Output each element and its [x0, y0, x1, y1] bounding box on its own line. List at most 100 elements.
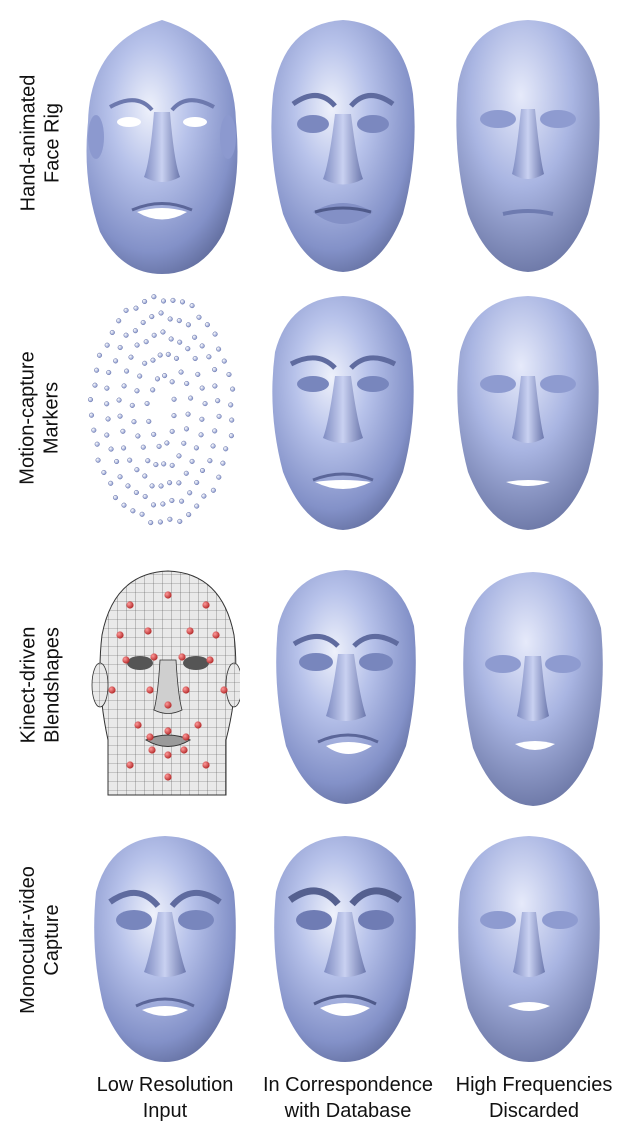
kinect-blendshape-rig-panel	[91, 570, 240, 796]
rig-control-marker	[126, 761, 134, 769]
mocap-marker	[189, 458, 195, 464]
mocap-marker	[116, 397, 122, 403]
mocap-marker	[194, 479, 200, 486]
mocap-marker	[88, 412, 95, 418]
mocap-marker	[194, 503, 200, 509]
mocap-marker	[228, 402, 234, 408]
mocap-marker	[108, 480, 114, 486]
rig-control-marker	[150, 653, 158, 661]
mocap-marker	[125, 483, 131, 489]
mocap-marker	[150, 387, 156, 393]
mocap-marker	[134, 467, 140, 473]
rig-control-marker	[108, 686, 116, 694]
mocap-marker	[121, 383, 127, 389]
row-label-line1: Hand-animated	[17, 74, 39, 211]
mocap-marker	[140, 319, 146, 326]
mocap-marker	[230, 386, 236, 392]
mocap-marker	[127, 457, 133, 463]
mocap-marker	[216, 474, 222, 480]
face-rig-low-res-panel	[86, 20, 238, 274]
rig-control-marker	[206, 656, 214, 664]
mocap-marker	[183, 470, 189, 476]
mocap-marker	[223, 446, 229, 452]
mocap-marker	[176, 318, 182, 324]
monocular-correspondence-panel	[274, 836, 416, 1062]
mocap-marker	[169, 379, 175, 385]
mocap-marker	[207, 458, 213, 464]
mocap-marker	[220, 460, 226, 466]
rig-control-marker	[126, 601, 134, 609]
mocap-marker	[92, 382, 98, 388]
mocap-marker	[177, 518, 183, 524]
rig-control-marker	[182, 733, 190, 741]
mocap-marker	[215, 398, 221, 404]
mocap-marker	[199, 416, 205, 422]
mocap-marker	[96, 352, 103, 358]
mocap-marker	[171, 396, 177, 402]
mocap-marker	[116, 318, 122, 324]
rig-control-marker	[180, 746, 188, 754]
row-label-line1: Motion-capture	[17, 350, 39, 485]
mocap-marker	[184, 380, 190, 387]
mocap-marker	[173, 355, 180, 361]
rig-control-marker	[122, 656, 130, 664]
rig-control-marker	[164, 751, 172, 759]
row-label-line2: Blendshapes	[41, 627, 63, 743]
mocap-marker	[183, 426, 190, 432]
mocap-marker	[149, 483, 155, 489]
mocap-marker	[151, 431, 157, 437]
column-caption-high-frequencies: High Frequencies Discarded	[446, 1072, 622, 1124]
mocap-marker	[108, 446, 114, 452]
mocap-marker	[95, 457, 101, 463]
mocap-marker	[168, 336, 174, 342]
mocap-marker	[128, 354, 134, 360]
column-caption-line2: with Database	[284, 1100, 412, 1122]
kinect-smooth-panel	[463, 572, 603, 806]
mocap-marker	[104, 432, 110, 438]
mocap-marker	[101, 469, 107, 476]
mocap-marker	[104, 342, 110, 348]
row-label-motion-capture: Motion-capture Markers	[0, 285, 80, 550]
row-label-line2: Markers	[41, 381, 63, 454]
mocap-marker	[201, 493, 207, 499]
rig-control-marker	[164, 773, 172, 781]
mocap-marker	[150, 502, 157, 508]
mocap-marker	[186, 512, 192, 518]
mocap-marker	[132, 328, 138, 334]
mocap-marker	[192, 355, 198, 362]
mocap-marker	[121, 502, 127, 508]
mocap-marker	[146, 418, 152, 424]
mocap-marker	[148, 520, 154, 526]
mocap-marker	[151, 332, 157, 338]
mocap-marker	[167, 316, 173, 322]
mocap-marker	[134, 388, 140, 394]
mocap-marker	[199, 467, 206, 474]
mocap-marker	[131, 419, 137, 425]
mocap-marker	[94, 367, 100, 373]
mocap-marker	[210, 443, 216, 449]
mocap-marker	[229, 417, 235, 423]
column-caption-correspondence: In Correspondence with Database	[252, 1072, 444, 1124]
mocap-marker	[169, 428, 175, 434]
mocap-marker	[129, 402, 135, 408]
mocap-marker	[130, 508, 136, 514]
mocap-marker	[151, 294, 157, 300]
mocap-marker	[150, 357, 156, 363]
kinect-correspondence-panel	[276, 570, 416, 804]
mocap-marker	[94, 441, 100, 447]
column-caption-line2: Input	[142, 1100, 188, 1122]
mocap-marker	[179, 498, 185, 504]
mocap-marker	[161, 461, 167, 467]
mocap-marker	[144, 400, 150, 407]
mocap-marker	[176, 480, 182, 486]
mocap-marker	[199, 343, 205, 349]
mocap-marker	[117, 344, 123, 351]
rig-control-marker	[116, 631, 124, 639]
mocap-marker	[221, 358, 227, 364]
motion-capture-smooth-panel	[457, 296, 599, 530]
mocap-marker	[139, 511, 145, 517]
mocap-marker	[158, 310, 164, 316]
mocap-marker	[105, 416, 111, 422]
mocap-marker	[169, 497, 175, 504]
column-caption-low-resolution: Low Resolution Input	[82, 1072, 248, 1124]
